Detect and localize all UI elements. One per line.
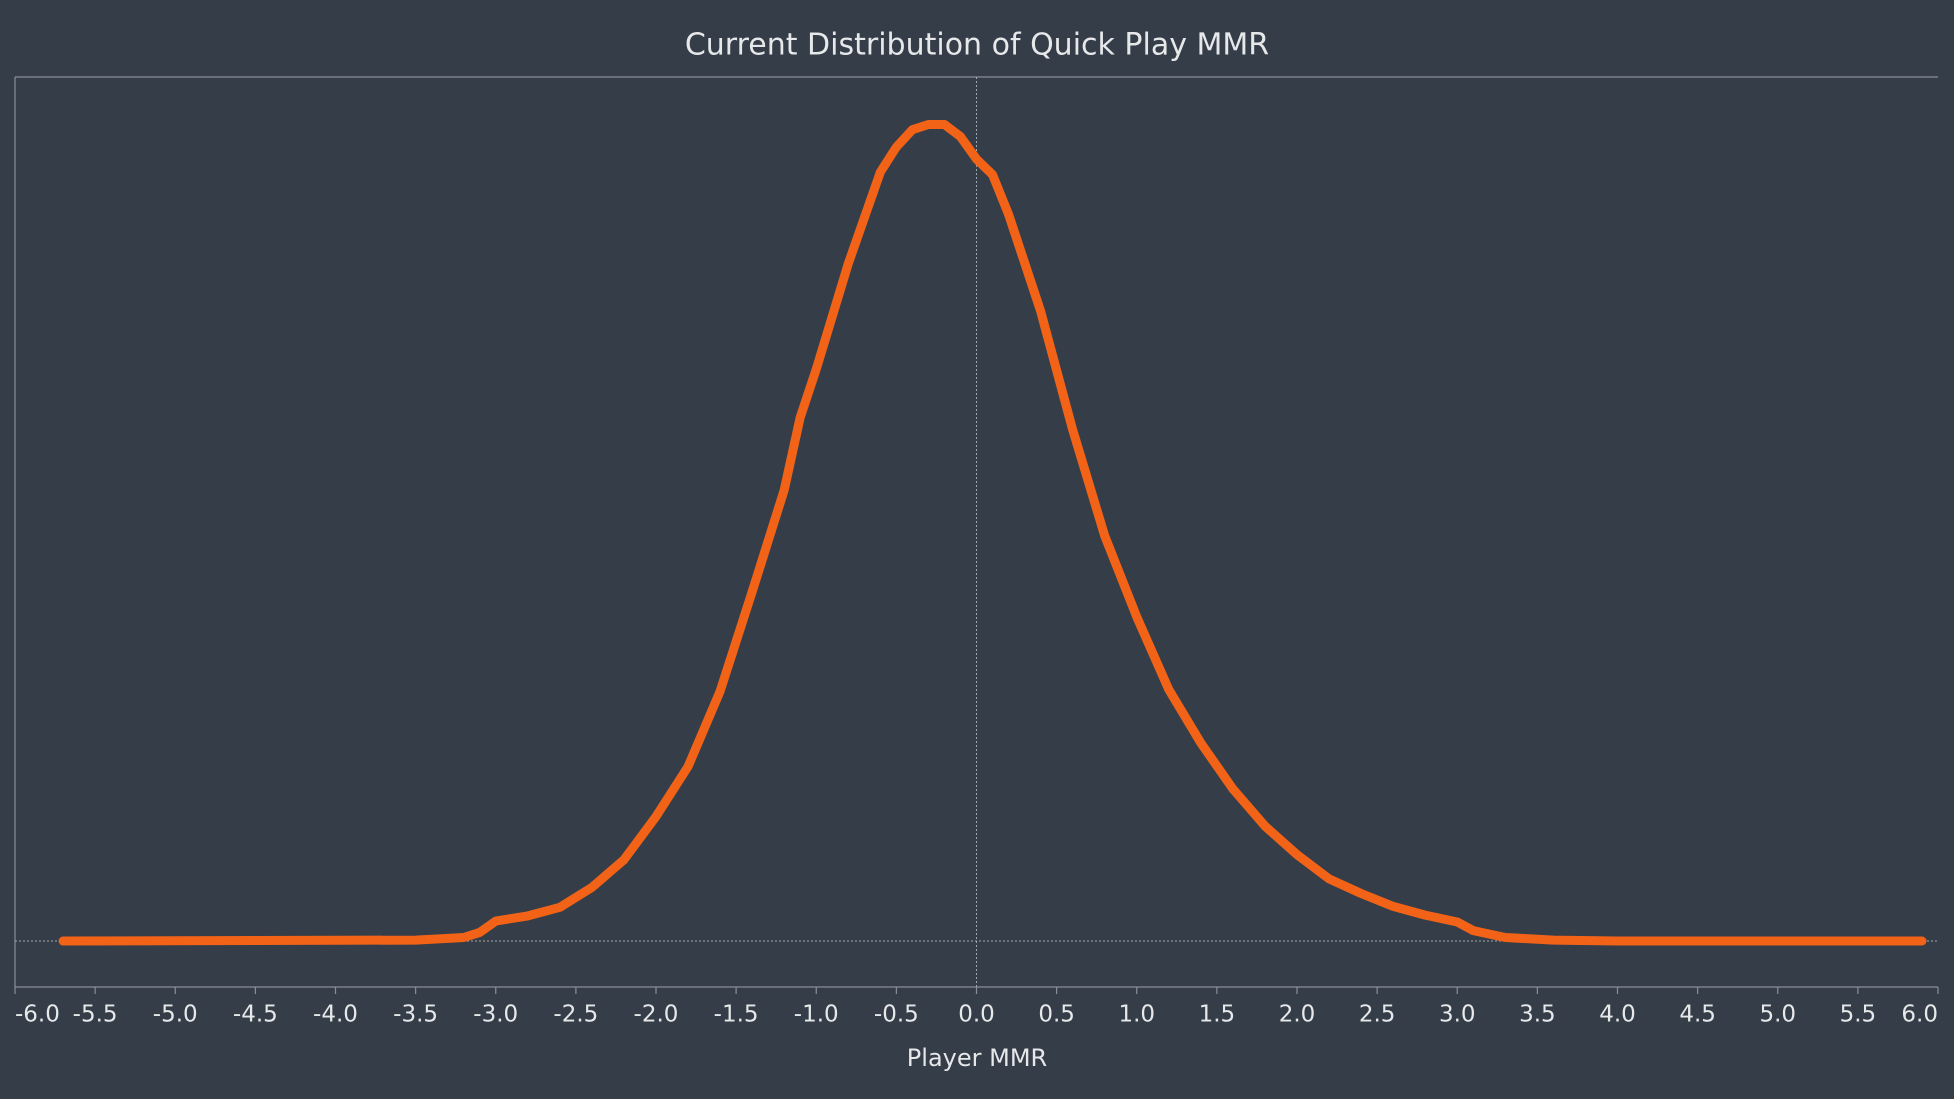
x-tick-label: -3.0 [473,1002,518,1028]
x-tick-label: 4.0 [1599,1002,1636,1028]
x-tick-label: 1.0 [1118,1002,1155,1028]
x-tick-label: 3.5 [1519,1002,1556,1028]
x-tick-label: 1.5 [1199,1002,1236,1028]
x-tick-label: -1.0 [794,1002,839,1028]
x-tick-label: -2.0 [634,1002,679,1028]
x-tick-label: -1.5 [714,1002,759,1028]
x-tick-label: 2.5 [1359,1002,1396,1028]
x-tick-label: 4.5 [1679,1002,1716,1028]
x-tick-label: 5.5 [1840,1002,1877,1028]
x-tick-label: -5.0 [153,1002,198,1028]
chart-title: Current Distribution of Quick Play MMR [685,28,1269,63]
x-tick-label: -6.0 [15,1002,60,1028]
x-axis-label: Player MMR [907,1044,1047,1072]
x-tick-label: -4.5 [233,1002,278,1028]
x-tick-label: 6.0 [1901,1002,1938,1028]
x-tick-label: 5.0 [1759,1002,1796,1028]
x-tick-label: 0.0 [958,1002,995,1028]
x-tick-label: -0.5 [874,1002,919,1028]
x-tick-label: -4.0 [313,1002,358,1028]
x-tick-label: -5.5 [73,1002,118,1028]
x-tick-label: 3.0 [1439,1002,1476,1028]
x-tick-label: 0.5 [1038,1002,1075,1028]
x-tick-label: -2.5 [553,1002,598,1028]
line-series [58,120,1927,946]
x-tick-label: -3.5 [393,1002,438,1028]
x-tick-label: 2.0 [1279,1002,1316,1028]
